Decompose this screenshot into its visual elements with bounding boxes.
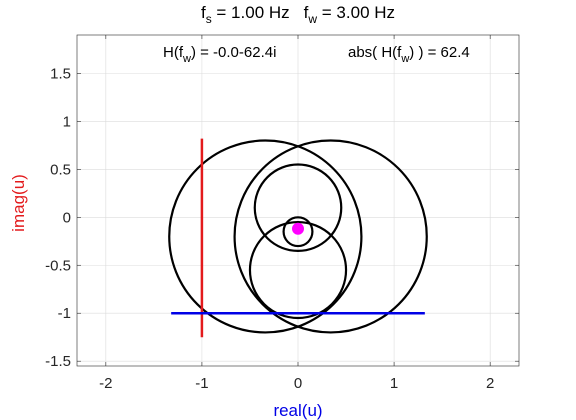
x-tick-label: -2 (99, 375, 112, 392)
y-tick-label: 0.5 (50, 161, 71, 178)
curve-loop (168, 139, 363, 334)
x-tick-label: 2 (486, 375, 494, 392)
chart-title: fs = 1.00 Hz fw = 3.00 Hz (201, 3, 395, 26)
y-axis-label: imag(u) (9, 174, 28, 232)
y-tick-label: 1.5 (50, 65, 71, 82)
x-axis-label: real(u) (273, 401, 322, 420)
curve-loop (248, 220, 348, 320)
curve-loop (253, 163, 343, 252)
y-tick-label: -1.5 (45, 353, 71, 370)
x-tick-label: 1 (390, 375, 398, 392)
x-tick-label: 0 (294, 375, 302, 392)
grid-lines (77, 35, 519, 366)
y-tick-label: -0.5 (45, 257, 71, 274)
y-tick-label: -1 (58, 305, 71, 322)
y-tick-label: 0 (63, 209, 71, 226)
curve-loop (282, 216, 314, 248)
data-marks (168, 138, 428, 338)
magnitude-annotation: abs( H(fw) ) = 62.4 (348, 44, 470, 65)
curve-loop (233, 139, 428, 334)
x-tick-label: -1 (195, 375, 208, 392)
transfer-function-annotation: H(fw) = -0.0-62.4i (163, 44, 276, 65)
tick-labels: -2 -1 0 1 2 -1.5 -1 -0.5 0 0.5 1 1.5 (45, 35, 519, 392)
marker-point (292, 222, 304, 235)
y-tick-label: 1 (63, 113, 71, 130)
